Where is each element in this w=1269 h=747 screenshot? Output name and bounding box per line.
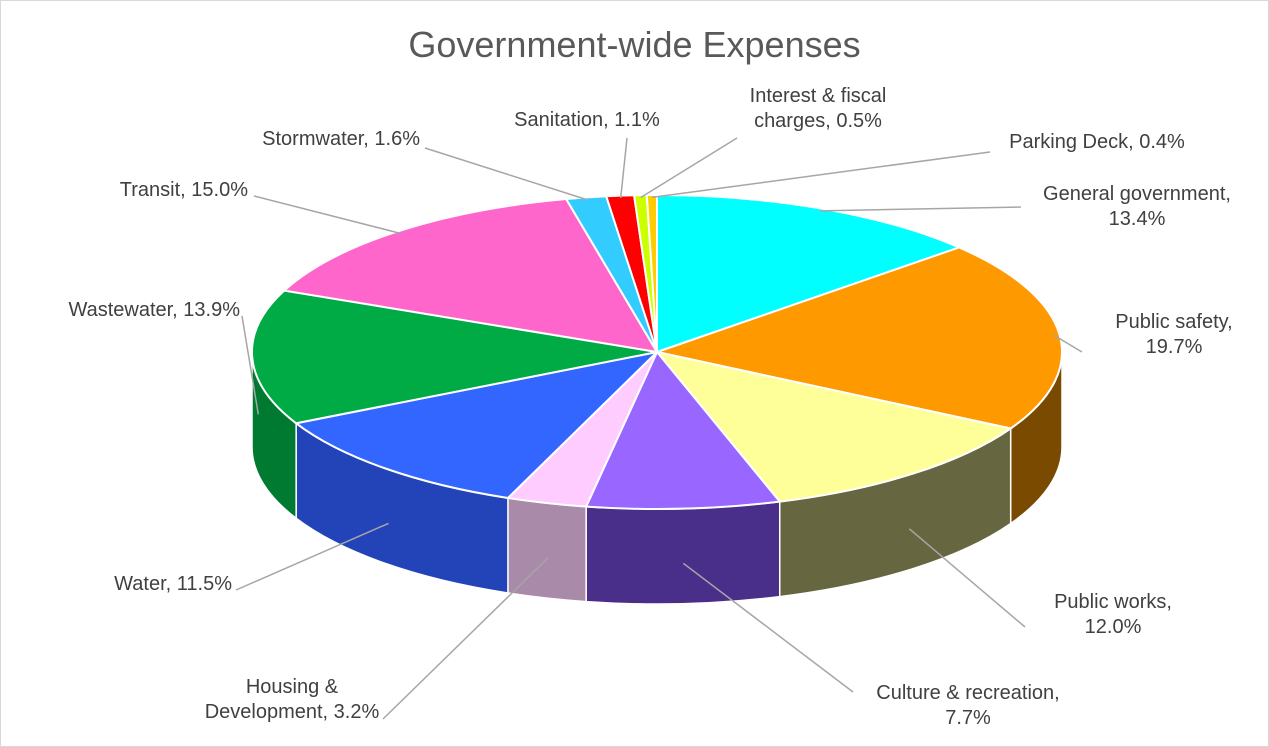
slice-culture-recreation [584, 350, 782, 510]
pie-tops [251, 193, 1063, 510]
slice-wastewater [251, 289, 658, 425]
leader-line-general-government [820, 206, 1022, 212]
data-label-public-works: Public works, 12.0% [1054, 591, 1172, 638]
leader-line-parking-deck [651, 151, 991, 199]
data-label-stormwater: Stormwater, 1.6% [262, 128, 420, 150]
leader-line-sanitation [619, 137, 628, 199]
leader-line-interest-fiscal-charges [640, 137, 738, 199]
data-label-housing-development: Housing & Development, 3.2% [205, 676, 380, 723]
data-label-transit: Transit, 15.0% [120, 179, 248, 201]
leader-line-housing-development [382, 557, 549, 720]
data-label-culture-recreation: Culture & recreation, 7.7% [876, 682, 1059, 729]
leader-line-public-works [908, 528, 1026, 628]
data-label-wastewater: Wastewater, 13.9% [68, 299, 240, 321]
chart-title: Government-wide Expenses [408, 24, 861, 65]
leader-line-transit [253, 195, 401, 235]
data-label-public-safety: Public safety, 19.7% [1115, 311, 1232, 358]
pie-sides [251, 351, 1063, 605]
data-labels: General government, 13.4% Public safety, 19… [68, 85, 1232, 729]
data-label-general-government: General government, 13.4% [1043, 183, 1231, 230]
data-label-parking-deck: Parking Deck, 0.4% [1009, 131, 1185, 153]
data-label-water: Water, 11.5% [114, 573, 232, 595]
leader-line-public-safety [1053, 334, 1083, 353]
data-label-interest-fiscal-charges: Interest & fiscal charges, 0.5% [750, 85, 887, 132]
data-label-sanitation: Sanitation, 1.1% [514, 109, 660, 131]
slice-public-works [654, 350, 1014, 503]
slice-public-safety [653, 246, 1063, 430]
slice-water [293, 350, 661, 500]
leader-line-water [235, 522, 389, 591]
slice-side-culture-recreation [585, 500, 781, 605]
slice-transit [282, 197, 659, 354]
leader-line-wastewater [241, 315, 260, 415]
leader-line-culture-recreation [682, 562, 854, 693]
slice-parking-deck [645, 193, 658, 353]
leader-line-stormwater [424, 147, 588, 201]
leader-lines [235, 137, 1083, 720]
slice-general-government [656, 193, 962, 354]
